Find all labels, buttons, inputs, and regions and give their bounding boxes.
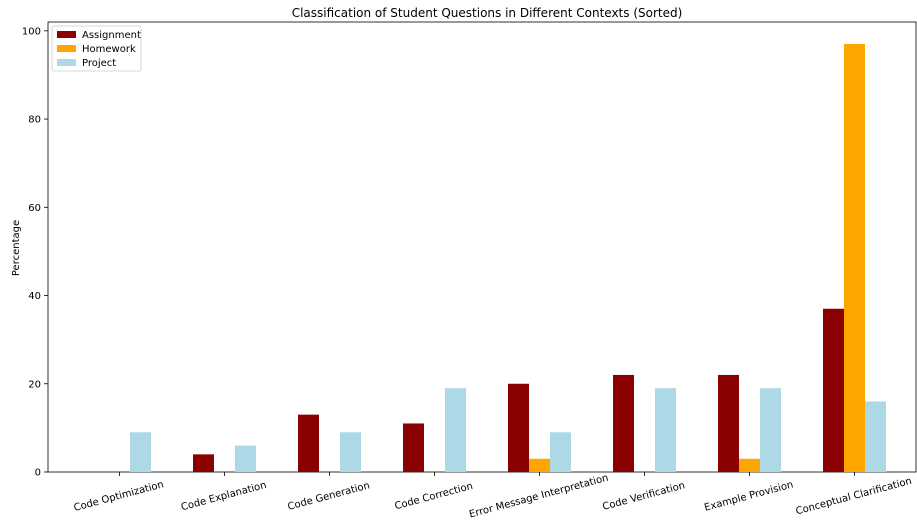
x-tick-label: Code Correction xyxy=(394,481,475,512)
bar-project-4 xyxy=(550,432,571,472)
y-tick-label: 20 xyxy=(28,379,41,390)
x-tick-label: Example Provision xyxy=(703,479,794,513)
legend-swatch-assignment xyxy=(57,31,76,38)
bar-assignment-5 xyxy=(613,374,634,472)
bar-assignment-1 xyxy=(193,454,214,472)
legend-label-project: Project xyxy=(82,58,116,69)
axes-frame xyxy=(47,21,917,473)
x-tick-label: Error Message Interpretation xyxy=(468,473,610,521)
bar-assignment-4 xyxy=(508,383,529,472)
bar-assignment-2 xyxy=(298,414,319,472)
x-tick-label: Code Explanation xyxy=(180,480,268,513)
bar-project-7 xyxy=(865,401,886,472)
bar-assignment-7 xyxy=(823,308,844,472)
bar-homework-7 xyxy=(844,44,865,472)
legend-label-assignment: Assignment xyxy=(82,30,141,41)
chart-title: Classification of Student Questions in D… xyxy=(292,6,683,20)
bar-project-2 xyxy=(340,432,361,472)
legend-swatch-homework xyxy=(57,45,76,52)
y-tick-label: 0 xyxy=(35,468,41,479)
bar-project-3 xyxy=(445,388,466,472)
legend: Assignment Homework Project xyxy=(51,25,142,72)
legend-label-homework: Homework xyxy=(82,44,136,55)
y-tick-label: 40 xyxy=(28,291,41,302)
plot-area: 0 20 40 60 80 100 Code Optimization Code Explan… xyxy=(22,21,917,521)
bar-project-1 xyxy=(235,445,256,472)
bar-project-6 xyxy=(760,388,781,472)
y-tick-label: 60 xyxy=(28,203,41,214)
bar-homework-4 xyxy=(529,458,550,472)
bar-assignment-6 xyxy=(718,374,739,472)
x-tick-label: Code Generation xyxy=(287,480,372,513)
y-tick-label: 100 xyxy=(22,26,41,37)
legend-swatch-project xyxy=(57,59,76,66)
bar-assignment-3 xyxy=(403,423,424,472)
bar-project-0 xyxy=(130,432,151,472)
y-axis-label: Percentage xyxy=(11,220,22,276)
bar-project-5 xyxy=(655,388,676,472)
x-tick-label: Code Optimization xyxy=(73,479,165,514)
x-tick-label: Conceptual Clarification xyxy=(795,476,913,518)
x-tick-label: Code Verification xyxy=(601,480,686,513)
bar-homework-6 xyxy=(739,458,760,472)
y-tick-label: 80 xyxy=(28,115,41,126)
